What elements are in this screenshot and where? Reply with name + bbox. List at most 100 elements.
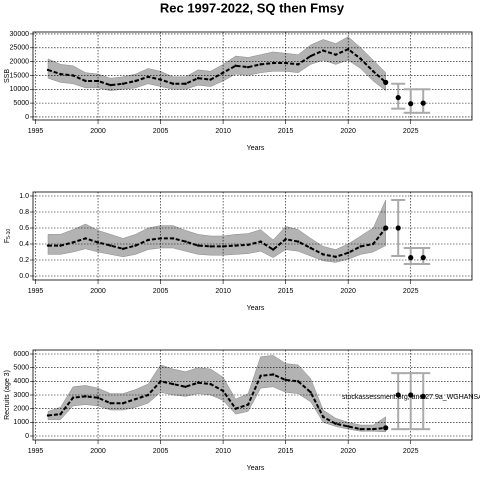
y-axis-label: Recruits (age 3) <box>4 370 11 420</box>
forecast-point <box>395 225 401 231</box>
x-axis-label: Years <box>247 305 265 312</box>
data-point <box>359 57 362 61</box>
data-point <box>321 49 325 52</box>
data-point <box>309 246 312 250</box>
data-point <box>246 243 250 246</box>
data-point <box>259 240 262 243</box>
data-point <box>284 378 287 382</box>
x-tick-label: 2010 <box>215 448 231 455</box>
y-axis-label-sub: 5-10 <box>6 229 12 239</box>
plot-frame <box>32 349 473 441</box>
x-tick-label: 2025 <box>403 448 419 455</box>
confidence-band <box>47 355 386 433</box>
chart-title: Rec 1997-2022, SQ then Fmsy <box>160 0 345 15</box>
data-point <box>146 75 150 79</box>
y-tick-label: 5000 <box>13 365 29 372</box>
data-point <box>121 82 125 85</box>
data-point <box>71 74 75 77</box>
data-point <box>159 237 162 240</box>
y-tick-label: 25000 <box>10 45 30 52</box>
data-point <box>284 61 287 65</box>
data-point <box>359 245 362 248</box>
x-tick-label: 2020 <box>340 448 356 455</box>
data-point <box>346 251 350 254</box>
data-point <box>346 47 350 51</box>
forecast-point <box>395 392 401 398</box>
data-point <box>234 244 237 247</box>
data-point <box>159 78 162 81</box>
data-point <box>59 244 62 247</box>
data-point <box>121 401 125 405</box>
data-point <box>371 70 375 73</box>
data-point <box>46 68 50 72</box>
x-tick-label: 1995 <box>28 288 44 295</box>
forecast-point <box>420 255 426 261</box>
x-axis-label: Years <box>247 465 265 472</box>
data-point <box>46 414 50 417</box>
forecast-point <box>408 392 414 398</box>
y-tick-label: 20000 <box>10 58 30 65</box>
forecast-point <box>420 100 426 106</box>
y-axis-label-main: SSB <box>4 69 11 83</box>
data-point <box>159 380 162 383</box>
forecast-point <box>395 94 401 101</box>
confidence-band <box>47 199 386 263</box>
x-tick-label: 2015 <box>278 288 294 295</box>
data-point <box>184 385 187 389</box>
y-tick-label: 3000 <box>13 392 29 399</box>
data-point <box>383 225 389 231</box>
x-tick-label: 2020 <box>340 288 356 295</box>
y-tick-label: 0.2 <box>19 257 29 264</box>
data-point <box>59 72 62 76</box>
data-point <box>209 382 212 386</box>
data-point <box>84 79 87 83</box>
x-axis-label: Years <box>247 145 265 152</box>
data-point <box>309 391 312 394</box>
data-point <box>134 244 137 247</box>
y-tick-label: 1.0 <box>19 193 29 200</box>
data-point <box>196 77 200 80</box>
y-tick-label: 0.0 <box>19 273 29 280</box>
data-point <box>109 401 112 405</box>
data-point <box>134 397 137 401</box>
data-point <box>209 78 212 81</box>
y-tick-label: 6000 <box>13 351 29 358</box>
data-point <box>109 83 112 87</box>
x-tick-label: 2005 <box>153 288 169 295</box>
data-point <box>96 396 100 399</box>
x-tick-label: 2000 <box>90 128 106 135</box>
forecast-point <box>420 393 426 399</box>
y-tick-label: 15000 <box>10 72 30 79</box>
data-point <box>96 79 100 83</box>
data-point <box>234 407 237 410</box>
data-point <box>284 238 287 241</box>
data-point <box>296 380 300 383</box>
data-point <box>383 425 389 431</box>
x-tick-label: 2015 <box>278 128 294 135</box>
y-tick-label: 1000 <box>13 419 29 426</box>
data-point <box>71 396 75 399</box>
y-axis-label: SSB <box>4 69 11 83</box>
data-point <box>246 65 250 69</box>
data-point <box>383 79 389 85</box>
data-point <box>121 247 125 250</box>
data-point <box>234 64 237 67</box>
data-point <box>109 244 112 247</box>
data-point <box>84 237 87 240</box>
y-tick-label: 4000 <box>13 378 29 385</box>
data-point <box>46 244 50 247</box>
plot-frame <box>32 191 473 281</box>
y-tick-label: 0 <box>25 114 29 121</box>
x-tick-label: 2005 <box>153 448 169 455</box>
x-tick-label: 2025 <box>403 128 419 135</box>
x-tick-label: 2020 <box>340 128 356 135</box>
y-tick-label: 0.6 <box>19 225 29 232</box>
confidence-band <box>47 36 386 92</box>
y-tick-label: 2000 <box>13 406 29 413</box>
data-point <box>71 241 75 244</box>
data-point <box>334 53 337 56</box>
x-tick-label: 2010 <box>215 128 231 135</box>
data-point <box>271 248 275 251</box>
